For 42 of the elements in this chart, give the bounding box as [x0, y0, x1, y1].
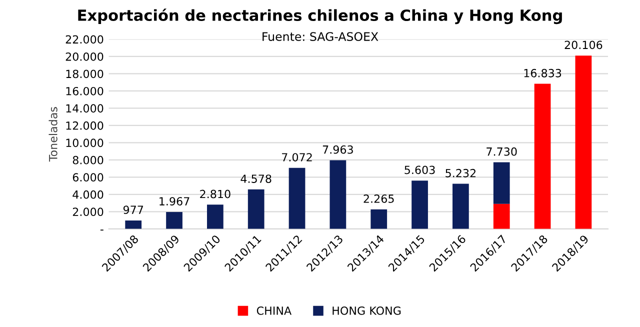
legend-label: HONG KONG — [332, 306, 401, 315]
total-label: 7.963 — [322, 145, 353, 154]
total-label: 2.810 — [200, 190, 230, 198]
y-tick-label: 16.000 — [66, 86, 104, 96]
y-axis-title: Toneladas — [48, 107, 58, 162]
y-tick-label: 6.000 — [72, 173, 104, 182]
total-label: 1.967 — [160, 197, 190, 206]
bar — [452, 184, 469, 229]
bar — [493, 162, 510, 204]
y-tick-label: - — [100, 230, 104, 231]
bar — [493, 204, 510, 229]
total-label: 7.072 — [282, 153, 312, 162]
chart-subtitle: Fuente: SAG-ASOEX — [262, 32, 378, 42]
total-label: 2.265 — [364, 194, 394, 203]
y-tick-label: 12.000 — [66, 121, 104, 130]
legend-label: CHINA — [256, 306, 292, 315]
bar — [166, 212, 182, 229]
bar — [207, 204, 224, 229]
y-tick-label: 18.000 — [66, 70, 104, 78]
bar — [330, 160, 346, 229]
bar — [575, 56, 592, 229]
total-label: 7.730 — [486, 147, 517, 156]
total-label: 977 — [123, 206, 144, 214]
y-tick-label: 20.000 — [66, 52, 104, 61]
y-tick-label: 22.000 — [66, 35, 104, 44]
y-tick-label: 10.000 — [66, 138, 104, 148]
total-label: 16.833 — [524, 68, 562, 78]
chart-title: Exportación de nectarines chilenos a China y Hong Kong — [78, 8, 562, 24]
y-tick-label: 2.000 — [72, 208, 104, 216]
total-label: 5.232 — [446, 168, 476, 178]
y-tick-label: 4.000 — [72, 190, 104, 199]
bar — [125, 220, 142, 229]
bar — [534, 84, 551, 229]
total-label: 5.603 — [404, 166, 435, 174]
y-tick-label: 8.000 — [72, 156, 104, 164]
bar — [248, 189, 264, 229]
total-label: 20.106 — [564, 40, 602, 50]
bar — [288, 168, 306, 229]
bar — [412, 180, 428, 229]
total-label: 4.578 — [240, 174, 272, 183]
y-tick-label: 14.000 — [66, 104, 104, 113]
bar — [370, 209, 388, 229]
